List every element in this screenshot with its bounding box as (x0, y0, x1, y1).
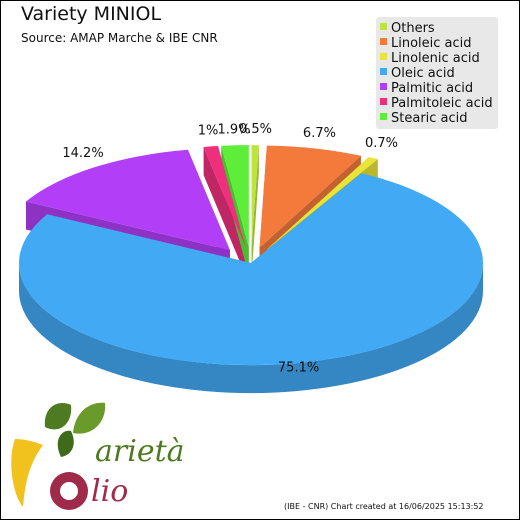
legend-swatch (380, 38, 387, 45)
chart-subtitle: Source: AMAP Marche & IBE CNR (21, 31, 218, 45)
varieta-olio-logo: arietà lio (11, 402, 183, 510)
pie-slice[interactable] (251, 145, 259, 248)
legend-item[interactable]: Stearic acid (380, 111, 468, 126)
legend-label: Linoleic acid (391, 36, 472, 51)
legend: Others Linoleic acid Linolenic acid Oleic a… (376, 17, 498, 129)
legend-swatch (380, 23, 387, 30)
pie-slice[interactable] (267, 157, 378, 249)
legend-label: Palmitoleic acid (391, 96, 493, 111)
legend-label: Others (391, 21, 435, 36)
pie-slice[interactable] (25, 149, 230, 251)
legend-swatch (380, 113, 387, 120)
legend-swatch (380, 68, 387, 75)
data-label: 6.7% (303, 126, 336, 141)
legend-item[interactable]: Palmitoleic acid (380, 96, 493, 111)
legend-label: Linolenic acid (391, 51, 480, 66)
chart-title: Variety MINIOL (21, 3, 162, 25)
data-label: 1% (198, 124, 219, 139)
data-label: 14.2% (62, 146, 103, 161)
chart-footer: (IBE - CNR) Chart created at 16/06/2025 … (284, 502, 484, 511)
pie-slice[interactable] (221, 145, 249, 248)
legend-item[interactable]: Palmitic acid (380, 81, 473, 96)
legend-swatch (380, 53, 387, 60)
data-label: 0.7% (365, 136, 398, 151)
slice-side-wall (251, 145, 259, 276)
legend-item[interactable]: Others (380, 21, 435, 36)
pie-rims (19, 263, 483, 394)
legend-label: Stearic acid (391, 111, 468, 126)
data-label: 75.1% (278, 360, 319, 375)
pie-slice[interactable] (259, 145, 361, 248)
slice-side-wall (203, 146, 246, 276)
data-labels: 0.5% 6.7% 0.7% 75.1% 14.2% 1% 1.9% (62, 122, 398, 375)
logo-word-olio: lio (91, 474, 128, 509)
legend-swatch (380, 83, 387, 90)
slice-outer-rim (19, 263, 483, 394)
legend-label: Oleic acid (391, 66, 455, 81)
legend-item[interactable]: Linolenic acid (380, 51, 480, 66)
data-label: 1.9% (217, 122, 250, 137)
legend-item[interactable]: Oleic acid (380, 66, 455, 81)
data-label: 0.5% (239, 122, 272, 137)
legend-label: Palmitic acid (391, 81, 474, 96)
pie-slice[interactable] (203, 145, 246, 248)
logo-word-varieta: arietà (95, 434, 183, 469)
legend-swatch (380, 98, 387, 105)
legend-item[interactable]: Linoleic acid (380, 36, 472, 51)
pie-slice[interactable] (18, 173, 484, 366)
pie-slices (18, 145, 484, 366)
